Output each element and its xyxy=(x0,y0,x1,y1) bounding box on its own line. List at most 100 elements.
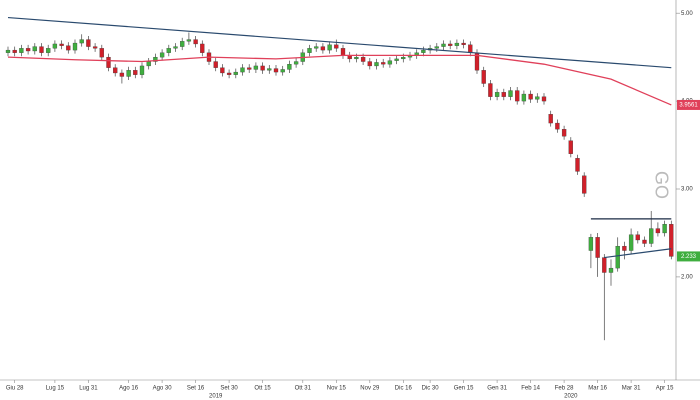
candle-body xyxy=(394,58,399,61)
year-label: 2019 xyxy=(209,394,223,400)
candle-body xyxy=(535,96,540,100)
candle-body xyxy=(367,61,372,67)
candle-body xyxy=(193,39,198,45)
candle-body xyxy=(354,56,359,60)
candle-body xyxy=(608,267,614,273)
candle-body xyxy=(19,48,24,53)
candle-body xyxy=(59,43,64,46)
candle-body xyxy=(327,44,332,51)
candle-body xyxy=(662,224,667,234)
candle-body xyxy=(548,114,553,124)
candle-body xyxy=(119,72,125,77)
candle-body xyxy=(39,46,44,53)
candle-body xyxy=(381,62,386,65)
y-tick-label: 5.00 xyxy=(681,11,693,17)
candle-body xyxy=(159,52,165,58)
candle-body xyxy=(568,140,573,154)
candle-body xyxy=(508,90,513,97)
moving-average xyxy=(7,54,672,106)
candle-body xyxy=(253,65,259,70)
y-tick-label: 2.00 xyxy=(681,274,693,280)
x-tick-label: Feb 28 xyxy=(555,386,574,392)
candle-body xyxy=(515,90,520,102)
candle-body xyxy=(133,70,138,75)
candle-body xyxy=(166,48,171,53)
candle-body xyxy=(468,44,473,53)
candle-body xyxy=(12,49,17,53)
candle-body xyxy=(307,48,312,53)
x-tick-label: Ott 31 xyxy=(295,386,312,392)
candle-body xyxy=(92,46,98,49)
close-tag xyxy=(677,251,700,262)
candle-body xyxy=(79,39,84,44)
trendline xyxy=(7,16,672,69)
candle-body xyxy=(669,224,674,257)
candle-body xyxy=(521,93,527,102)
candle-body xyxy=(200,43,205,53)
candle-body xyxy=(280,69,285,73)
candle-body xyxy=(595,237,600,258)
x-tick-label: Nov 15 xyxy=(327,386,347,392)
candle-body xyxy=(314,46,319,49)
candle-body xyxy=(602,257,607,273)
candle-body xyxy=(32,46,37,52)
x-tick-label: Lug 31 xyxy=(79,386,98,392)
candle-body xyxy=(173,46,178,49)
candle-body xyxy=(374,62,379,67)
candle-body xyxy=(642,239,647,244)
candle-body xyxy=(226,72,232,75)
candle-body xyxy=(126,70,131,77)
candle-body xyxy=(293,61,299,65)
candle-body xyxy=(247,67,252,70)
x-tick-label: Mar 31 xyxy=(622,386,641,392)
candle-body xyxy=(481,70,486,84)
y-tick-label: 3.00 xyxy=(681,187,693,193)
x-tick-label: Gen 15 xyxy=(454,386,474,392)
candle-body xyxy=(334,44,339,49)
candle-body xyxy=(582,175,587,194)
ma-tag-label: 3.9561 xyxy=(679,103,698,109)
watermark: GO xyxy=(651,171,671,199)
candle-body xyxy=(421,49,426,53)
candle-body xyxy=(99,48,104,58)
close-tag-label: 2.233 xyxy=(681,254,697,260)
x-tick-label: Dic 30 xyxy=(422,386,440,392)
candle-body xyxy=(655,228,661,234)
x-tick-label: Feb 14 xyxy=(521,386,540,392)
candle-body xyxy=(180,41,185,47)
candle-body xyxy=(52,43,58,49)
candle-body xyxy=(615,245,620,269)
candle-body xyxy=(461,42,466,45)
candle-body xyxy=(287,64,292,70)
x-tick-label: Mar 16 xyxy=(588,386,607,392)
x-tick-label: Set 30 xyxy=(220,386,238,392)
x-tick-label: Giu 28 xyxy=(6,386,24,392)
ma-tag xyxy=(677,99,700,110)
x-tick-label: Ago 30 xyxy=(153,386,173,392)
candle-body xyxy=(72,42,78,51)
candle-body xyxy=(46,48,51,53)
candle-body xyxy=(448,43,453,46)
candle-body xyxy=(555,122,560,130)
candle-body xyxy=(588,237,594,251)
candle-body xyxy=(25,48,31,52)
candle-body xyxy=(528,93,533,100)
candle-body xyxy=(622,245,627,251)
candle-body xyxy=(488,83,493,97)
x-tick-label: Nov 29 xyxy=(360,386,380,392)
candle-body xyxy=(213,61,218,68)
x-tick-label: Dic 16 xyxy=(395,386,413,392)
candle-body xyxy=(501,92,506,97)
candle-body xyxy=(649,228,654,244)
x-tick-label: Set 16 xyxy=(187,386,205,392)
x-tick-label: Ago 16 xyxy=(119,386,139,392)
candle-body xyxy=(273,68,279,73)
x-tick-label: Lug 15 xyxy=(46,386,65,392)
candle-body xyxy=(86,39,91,47)
candle-body xyxy=(233,71,238,75)
candle-body xyxy=(220,67,225,74)
candle-body xyxy=(240,67,245,73)
x-tick-label: Gen 31 xyxy=(487,386,507,392)
candle-body xyxy=(434,46,439,49)
x-tick-label: Apr 15 xyxy=(656,386,674,392)
